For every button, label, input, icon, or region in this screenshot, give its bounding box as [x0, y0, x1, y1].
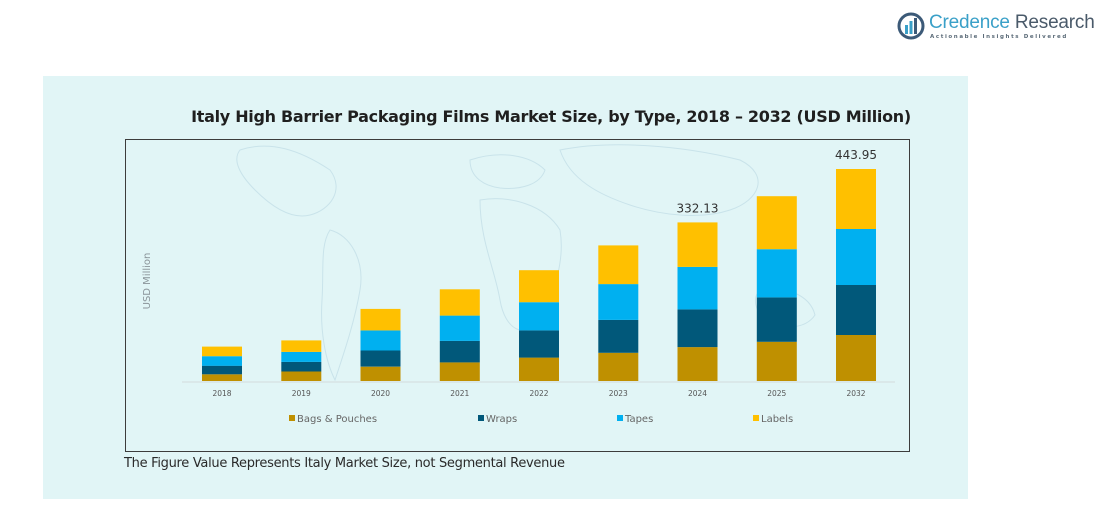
credence-research-logo: Credence Research Actionable Insights De… — [897, 10, 1095, 44]
legend-swatch — [753, 415, 759, 421]
bar-segment-labels-2023 — [598, 245, 639, 285]
x-tick-label: 2022 — [529, 389, 548, 398]
bar-segment-bags-pouches-2022 — [519, 357, 559, 381]
bar-segment-bags-pouches-2019 — [281, 371, 322, 381]
legend-item-bags-pouches: Bags & Pouches — [289, 414, 377, 425]
bar-segment-labels-2020 — [360, 308, 401, 331]
x-tick-label: 2018 — [212, 389, 231, 398]
bar-segment-tapes-2022 — [519, 302, 559, 331]
bar-segment-wraps-2019 — [281, 361, 322, 372]
bar-segment-bags-pouches-2024 — [677, 347, 718, 381]
y-axis-label: USD Million — [142, 253, 153, 310]
bar-segment-bags-pouches-2018 — [202, 374, 242, 381]
bar-segment-labels-2018 — [202, 346, 242, 357]
brand-name: Credence Research — [929, 12, 1095, 34]
bar-segment-labels-2024 — [677, 222, 718, 267]
bar-segment-tapes-2032 — [836, 229, 876, 285]
bar-segment-wraps-2020 — [360, 350, 401, 367]
plot-frame — [125, 139, 910, 452]
chart-panel — [43, 76, 968, 499]
legend-label: Tapes — [624, 414, 653, 425]
bar-segment-wraps-2024 — [677, 309, 718, 348]
bar-segment-tapes-2023 — [598, 284, 639, 320]
legend-swatch — [478, 415, 484, 421]
legend-item-labels: Labels — [753, 414, 793, 425]
x-tick-label: 2024 — [688, 389, 707, 398]
bar-segment-labels-2021 — [439, 289, 480, 316]
bar-segment-labels-2019 — [281, 340, 322, 352]
legend-label: Wraps — [486, 414, 517, 425]
bar-segment-tapes-2025 — [756, 249, 797, 298]
bar-segment-tapes-2018 — [202, 356, 242, 366]
x-tick-label: 2019 — [292, 389, 311, 398]
bar-segment-bags-pouches-2023 — [598, 352, 639, 381]
brand-name-part1: Credence — [929, 12, 1010, 33]
bar-segment-wraps-2021 — [439, 340, 480, 363]
bar-segment-wraps-2032 — [836, 285, 876, 335]
brand-name-part2: Research — [1009, 12, 1095, 33]
logo-bar-chart-icon — [897, 12, 925, 40]
bar-segment-wraps-2025 — [756, 297, 797, 342]
x-tick-label: 2021 — [450, 389, 469, 398]
bar-segment-labels-2032 — [836, 169, 876, 229]
bar-segment-tapes-2021 — [439, 315, 480, 341]
legend-swatch — [289, 415, 295, 421]
brand-tagline: Actionable Insights Delivered — [930, 34, 1068, 40]
bar-segment-bags-pouches-2032 — [836, 335, 876, 381]
x-tick-label: 2032 — [846, 389, 865, 398]
x-tick-label: 2020 — [371, 389, 390, 398]
bar-segment-tapes-2019 — [281, 351, 322, 362]
footnote: The Figure Value Represents Italy Market… — [124, 456, 565, 471]
chart-title: Italy High Barrier Packaging Films Marke… — [191, 107, 911, 126]
bar-segment-labels-2022 — [519, 270, 559, 303]
data-label-total: 443.95 — [835, 148, 877, 162]
bar-segment-wraps-2023 — [598, 319, 639, 353]
bar-segment-tapes-2020 — [360, 330, 401, 351]
data-label-total: 332.13 — [677, 201, 719, 215]
bar-segment-bags-pouches-2021 — [439, 362, 480, 381]
x-tick-label: 2023 — [609, 389, 628, 398]
bar-segment-labels-2025 — [756, 196, 797, 250]
bar-segment-bags-pouches-2020 — [360, 366, 401, 381]
bar-segment-wraps-2022 — [519, 330, 559, 358]
legend-label: Bags & Pouches — [297, 414, 377, 425]
legend-swatch — [617, 415, 623, 421]
legend-label: Labels — [761, 414, 793, 425]
legend-item-tapes: Tapes — [617, 414, 653, 425]
bar-segment-wraps-2018 — [202, 365, 242, 375]
bar-segment-bags-pouches-2025 — [756, 341, 797, 381]
legend-item-wraps: Wraps — [478, 414, 517, 425]
x-tick-label: 2025 — [767, 389, 786, 398]
bar-segment-tapes-2024 — [677, 266, 718, 310]
